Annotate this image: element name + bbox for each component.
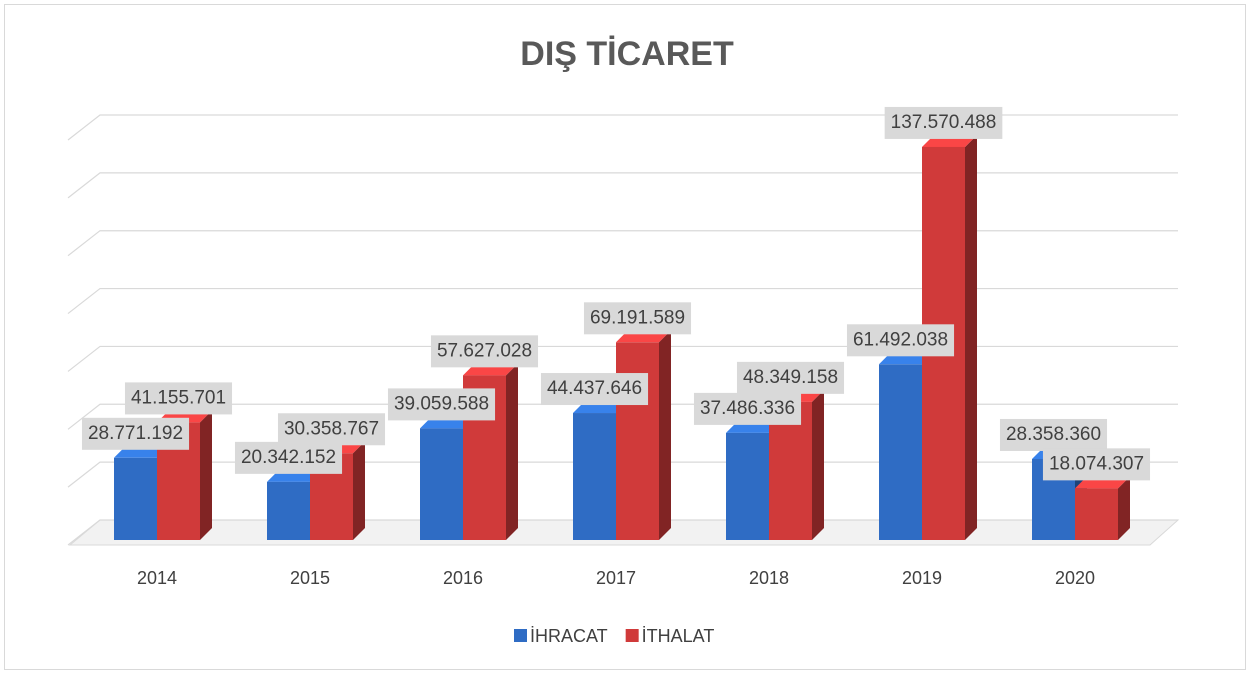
grid-line	[67, 345, 1178, 372]
data-label-box	[884, 106, 1003, 139]
bar-side	[965, 134, 977, 540]
data-label-box	[999, 418, 1108, 451]
grid-line	[67, 230, 1178, 257]
grid-line	[67, 114, 1178, 141]
bar-front	[616, 342, 659, 540]
data-label-box	[583, 302, 692, 335]
bar-front	[1075, 488, 1118, 540]
data-label-text: 30.358.767	[284, 418, 379, 439]
data-label: 28.358.360	[999, 418, 1108, 451]
data-label: 30.358.767	[277, 413, 386, 446]
bar-side	[1118, 476, 1130, 540]
data-label-box	[540, 373, 649, 406]
data-label-box	[81, 417, 190, 450]
data-label: 20.342.152	[234, 441, 343, 474]
chart-title: DIŞ TİCARET	[520, 35, 734, 73]
legend-label: İHRACAT	[530, 626, 608, 646]
data-label-text: 69.191.589	[590, 307, 685, 328]
grid-line	[67, 172, 1178, 199]
data-label-text: 20.342.152	[241, 447, 336, 468]
legend-swatch	[625, 629, 639, 642]
bar-front	[573, 413, 616, 540]
grid-line	[67, 287, 1178, 315]
data-label-box	[430, 335, 539, 368]
data-label-text: 37.486.336	[700, 398, 795, 419]
data-label-text: 28.771.192	[88, 423, 183, 444]
bar-side	[353, 441, 365, 540]
data-label-text: 39.059.588	[394, 393, 489, 414]
bar-front	[267, 481, 310, 540]
data-label: 48.349.158	[736, 361, 845, 394]
data-label-box	[277, 413, 386, 446]
data-label: 28.771.192	[81, 417, 190, 450]
x-tick-label: 2018	[749, 568, 789, 588]
data-label-box	[234, 441, 343, 474]
bar-side	[506, 363, 518, 540]
data-label-text: 137.570.488	[891, 112, 997, 133]
data-label-text: 61.492.038	[853, 329, 948, 350]
bar-front	[114, 457, 157, 540]
data-label-box	[736, 361, 845, 394]
data-label-text: 48.349.158	[743, 367, 838, 388]
data-label-text: 57.627.028	[437, 340, 532, 361]
legend-label: İTHALAT	[642, 626, 715, 646]
data-label-text: 41.155.701	[131, 387, 226, 408]
bar	[616, 330, 671, 540]
data-label: 137.570.488	[884, 106, 1003, 139]
bar-side	[200, 410, 212, 540]
bar-side	[812, 389, 824, 540]
data-label: 69.191.589	[583, 302, 692, 335]
data-label: 61.492.038	[846, 324, 955, 357]
bar-front	[420, 428, 463, 540]
x-tick-label: 2014	[137, 568, 177, 588]
x-tick-label: 2019	[902, 568, 942, 588]
data-label-box	[1042, 448, 1151, 481]
legend-swatch	[514, 629, 527, 642]
x-tick-label: 2016	[443, 568, 483, 588]
data-label-box	[693, 392, 802, 425]
x-tick-label: 2017	[596, 568, 636, 588]
data-label-text: 28.358.360	[1006, 424, 1101, 445]
bar-front	[879, 364, 922, 540]
data-label: 18.074.307	[1042, 448, 1151, 481]
data-label: 41.155.701	[124, 382, 233, 415]
data-label-text: 18.074.307	[1049, 453, 1144, 474]
data-label: 37.486.336	[693, 392, 802, 425]
data-label: 39.059.588	[387, 388, 496, 421]
bar-side	[659, 330, 671, 540]
bar-front	[726, 432, 769, 540]
bar	[1075, 476, 1130, 540]
data-label: 44.437.646	[540, 373, 649, 406]
data-label-box	[387, 388, 496, 421]
data-label-box	[846, 324, 955, 357]
x-tick-label: 2020	[1055, 568, 1095, 588]
data-label: 57.627.028	[430, 335, 539, 368]
x-tick-label: 2015	[290, 568, 330, 588]
data-label-text: 44.437.646	[547, 378, 642, 399]
data-label-box	[124, 382, 233, 415]
